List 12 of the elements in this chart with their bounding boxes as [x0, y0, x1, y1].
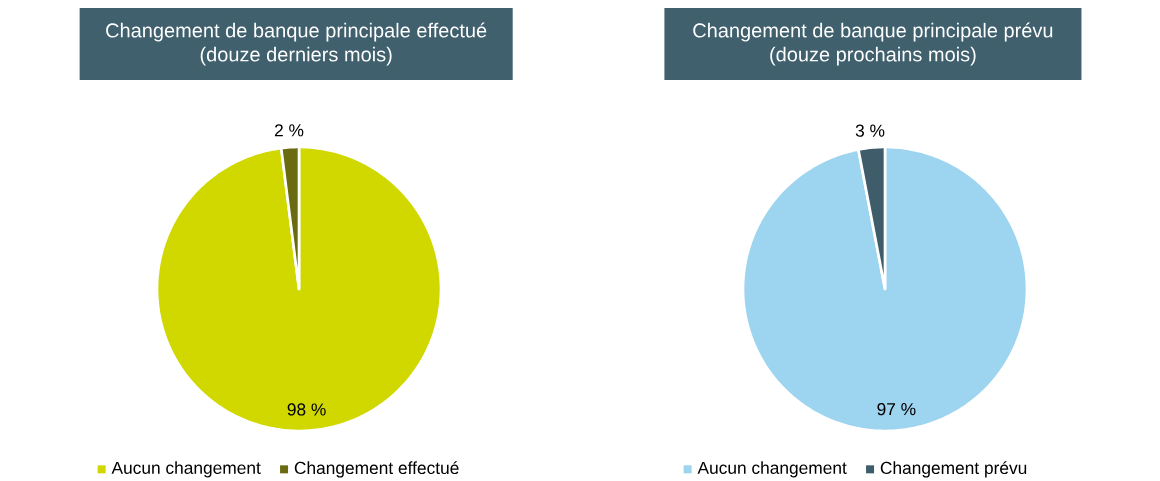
legend-label: Changement prévu [880, 461, 1027, 478]
legend-label: Aucun changement [111, 461, 261, 478]
data-label: 97 % [877, 403, 916, 416]
chart-subtitle: (douze derniers mois) [200, 46, 392, 66]
chart-title: Changement de banque principale effectué [106, 22, 487, 42]
chart-title: Changement de banque principale prévu [693, 22, 1053, 42]
legend-label: Aucun changement [697, 461, 847, 478]
legend-label: Changement effectué [294, 461, 459, 478]
data-label: 98 % [287, 403, 326, 416]
chart-subtitle: (douze prochains mois) [770, 46, 976, 66]
data-label: 3 % [855, 124, 885, 137]
data-label: 2 % [274, 124, 304, 137]
